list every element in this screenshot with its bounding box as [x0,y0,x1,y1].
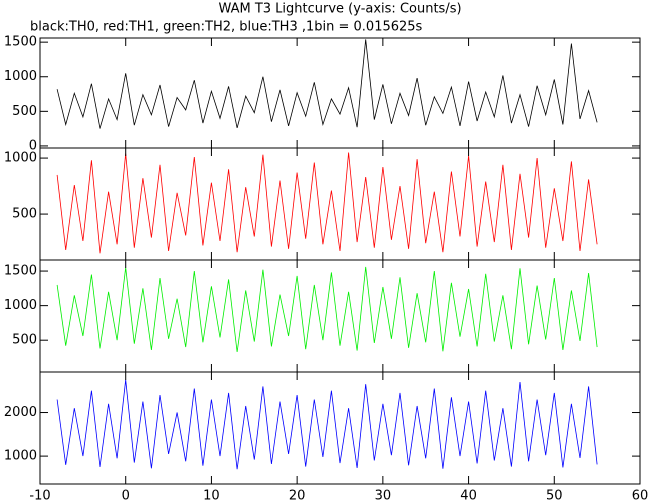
y-tick-label: 500 [12,333,37,348]
x-tick-label: 50 [546,489,563,504]
y-tick-label: 500 [12,207,37,222]
y-tick-label: 1500 [4,264,37,279]
panel-frame [39,37,641,149]
light-curve [56,379,598,470]
x-tick-label: 0 [122,489,130,504]
y-tick-label: 500 [12,104,37,119]
x-tick-label: 20 [289,489,306,504]
y-tick-label: 1000 [4,151,37,166]
y-tick-label: 1000 [4,69,37,84]
x-tick-label: 60 [632,489,649,504]
light-curve [56,266,598,353]
y-tick-label: 1000 [4,449,37,464]
y-tick-label: 2000 [4,405,37,420]
light-curve [56,152,598,254]
light-curve [56,39,598,129]
panel-frame [39,371,641,485]
y-tick-label: 0 [29,138,37,153]
x-tick-label: -10 [29,489,50,504]
y-tick-label: 1500 [4,35,37,50]
chart-subtitle: black:TH0, red:TH1, green:TH2, blue:TH3 … [30,20,423,35]
chart-title: WAM T3 Lightcurve (y-axis: Counts/s) [218,2,461,17]
y-tick-label: 1000 [4,298,37,313]
x-tick-label: 30 [375,489,392,504]
panel-frame [39,259,641,373]
x-tick-label: 10 [203,489,220,504]
x-tick-label: 40 [460,489,477,504]
